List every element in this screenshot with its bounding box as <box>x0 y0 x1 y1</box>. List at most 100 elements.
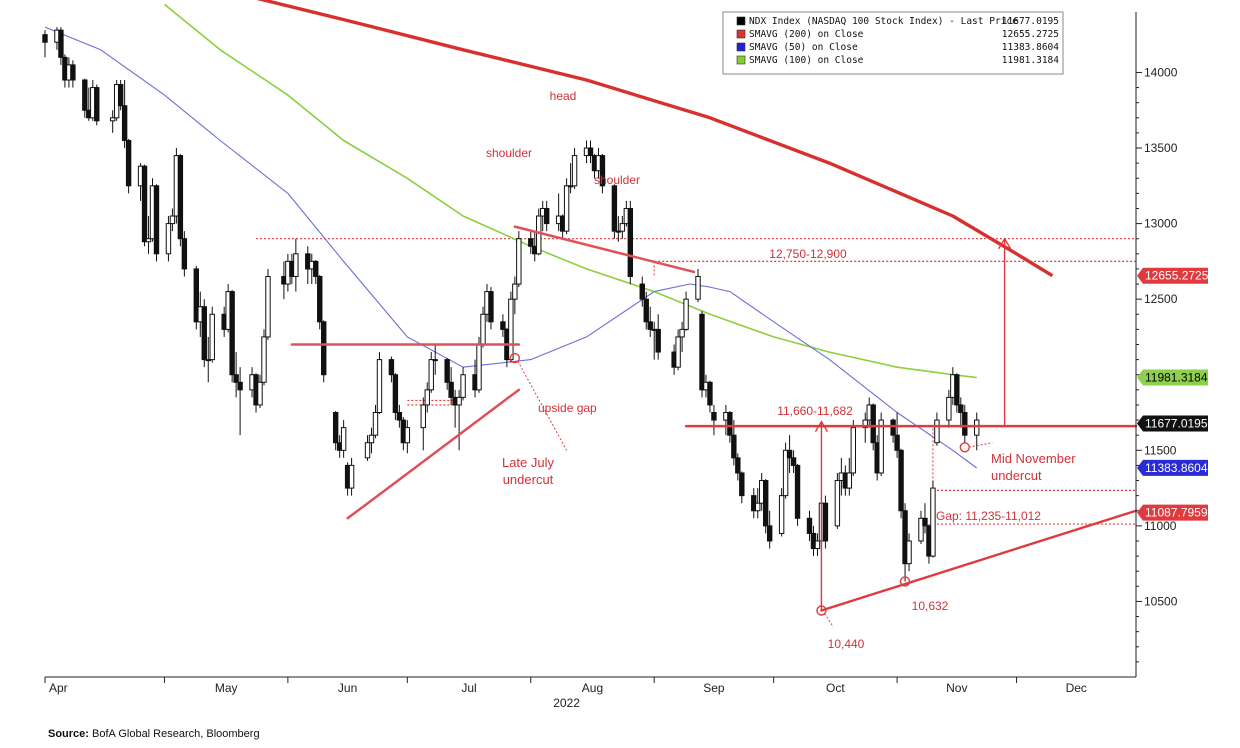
candle <box>456 389 462 451</box>
candle <box>201 299 207 368</box>
candle-body <box>165 223 172 255</box>
label-low-2: 10,632 <box>912 599 949 613</box>
candle <box>153 184 160 262</box>
candle-body <box>313 260 319 277</box>
legend-swatch <box>736 16 746 26</box>
candle-body <box>655 328 661 353</box>
candle-body <box>930 487 936 557</box>
candle-body <box>544 207 550 225</box>
candle-body <box>906 540 912 565</box>
price-tag: 11383.8604 <box>1137 459 1208 476</box>
y-tick-label: 10500 <box>1144 594 1178 608</box>
candle-body <box>786 449 793 459</box>
price-tag: 12655.2725 <box>1137 267 1209 284</box>
candle <box>544 200 550 232</box>
candle-body <box>962 412 968 436</box>
price-tag: 11981.3184 <box>1137 369 1208 386</box>
candle-body <box>169 215 176 225</box>
candle-body <box>420 404 426 429</box>
candle-body <box>536 215 542 255</box>
candle-body <box>711 412 717 421</box>
candle <box>332 411 339 451</box>
candle-body <box>890 419 896 436</box>
candle <box>388 356 395 383</box>
candle-body <box>229 291 235 376</box>
candle <box>934 412 940 446</box>
source-text: BofA Global Research, Bloomberg <box>92 728 260 740</box>
candle-body <box>181 238 188 270</box>
candle <box>755 488 761 519</box>
candle <box>364 435 371 461</box>
candle <box>675 329 681 371</box>
label-shoulder-right: shoulder <box>594 173 640 187</box>
candle-body <box>563 185 570 232</box>
candle <box>587 140 594 164</box>
candle-body <box>862 419 868 429</box>
candle-body <box>448 381 454 398</box>
candle-body <box>153 185 160 255</box>
candle-body <box>599 155 606 187</box>
price-tag-bg <box>1137 459 1208 476</box>
candle <box>627 200 634 285</box>
candle <box>930 480 936 558</box>
candle <box>125 138 132 194</box>
y-tick-label: 13500 <box>1144 141 1178 155</box>
moving-averages <box>44 0 1054 469</box>
candle-body <box>898 449 904 512</box>
candle-body <box>141 165 148 243</box>
candle-body <box>193 268 200 323</box>
marker-circle <box>816 605 827 616</box>
candle-body <box>177 155 184 240</box>
candle <box>229 290 235 383</box>
price-tag: 11677.0195 <box>1137 415 1208 432</box>
candle-body <box>209 313 215 361</box>
candle-body <box>567 185 574 188</box>
candle <box>846 457 853 496</box>
candle-body <box>396 412 403 421</box>
candle-body <box>121 105 128 141</box>
candle <box>878 412 884 476</box>
candle <box>850 420 856 476</box>
price-tags: 12655.2725 11981.3184 11677.0195 11383.8604… <box>1137 267 1209 521</box>
candle <box>906 533 912 572</box>
candle-body <box>683 298 689 330</box>
candle <box>58 27 64 65</box>
candle-body <box>233 374 239 383</box>
candle <box>902 503 908 582</box>
x-tick-label: Jul <box>461 681 476 695</box>
y-tick-label: 11500 <box>1144 443 1177 457</box>
candle <box>699 311 705 398</box>
candle <box>432 344 438 375</box>
candle-body <box>778 495 785 534</box>
candle <box>918 510 924 544</box>
candle <box>348 457 355 496</box>
candle <box>209 306 215 363</box>
candle-body <box>321 321 327 376</box>
candle-body <box>794 464 801 519</box>
candle-body <box>460 374 466 398</box>
candle-body <box>850 427 856 474</box>
candle <box>739 471 745 504</box>
neckline <box>513 225 696 274</box>
candle <box>962 404 968 443</box>
candle <box>396 404 403 428</box>
candle-body <box>762 480 769 527</box>
legend-entry-name: SMAVG (200) on Close <box>749 29 864 40</box>
candle-body <box>643 298 649 323</box>
candle-body <box>201 306 207 361</box>
candle-body <box>647 321 653 330</box>
candles <box>42 27 980 611</box>
candle <box>317 274 323 330</box>
candle-body <box>571 155 578 187</box>
candle <box>766 510 773 549</box>
candle-body <box>109 117 116 122</box>
candle <box>794 463 801 526</box>
price-tag-label: 11383.8604 <box>1145 461 1208 475</box>
label-gap: Gap: 11,235-11,012 <box>936 509 1041 523</box>
legend-swatch <box>736 42 746 52</box>
candle-body <box>627 207 634 277</box>
y-tick-label: 13000 <box>1144 217 1178 231</box>
source-footer: Source: BofA Global Research, Bloomberg <box>48 728 260 740</box>
candle <box>639 276 645 307</box>
candle-body <box>739 472 745 497</box>
